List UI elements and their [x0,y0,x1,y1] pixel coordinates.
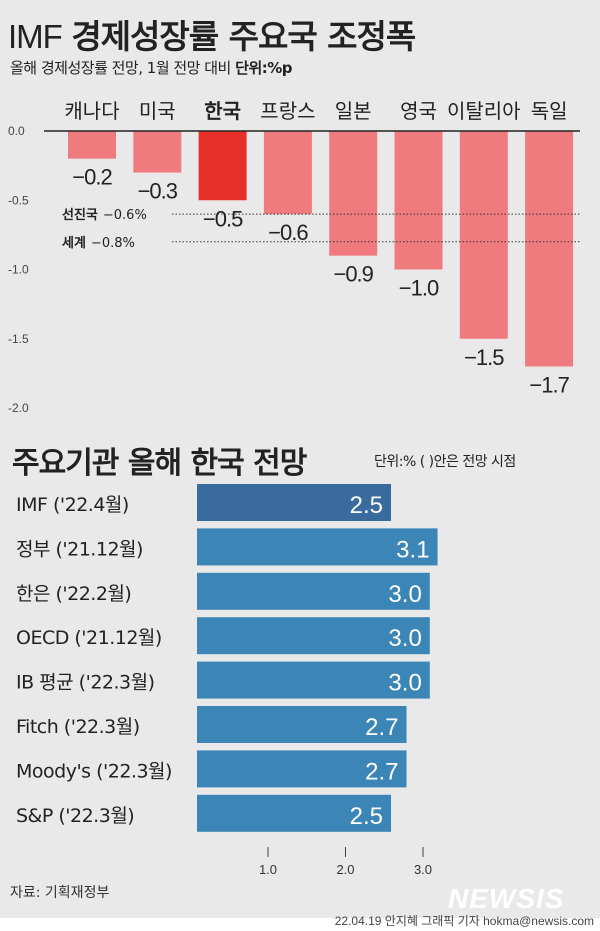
y-tick-label: -2.0 [8,401,29,415]
credit: 22.04.19 안지혜 그래픽 기자 hokma@newsis.com [334,914,594,928]
bar-5 [197,661,430,699]
value-label: −1.0 [399,276,439,301]
value-label: −0.2 [72,165,112,190]
value-label: −1.5 [464,345,504,370]
bar-6 [197,706,407,743]
value-label: −0.3 [138,179,178,204]
category-label: 한국 [204,99,241,123]
value-label: 2.5 [350,803,383,830]
category-label: 정부 ('21.12월) [16,538,143,560]
bar-3 [198,131,247,201]
bar-8 [525,131,574,367]
category-label: 일본 [335,99,372,123]
source: 자료: 기획재정부 [10,885,110,901]
reference-name: 선진국 [62,207,98,223]
subtitle-unit: 단위:%p [235,59,293,77]
value-label: 3.1 [396,536,429,563]
bar-4 [197,617,430,655]
y-tick-label: -1.5 [8,332,29,346]
chart2-title: 주요기관 올해 한국 전망 [12,446,307,481]
category-label: Fitch ('22.3월) [16,716,140,738]
chart-title: IMF 경제성장률 주요국 조정폭 [8,10,416,58]
y-tick-label: 0.0 [8,124,25,138]
bar-4 [263,131,312,215]
x-tick-label: 1.0 [259,862,277,877]
reference-label: 선진국 −0.6% [62,207,147,223]
bar-2 [133,131,182,173]
value-label: 3.0 [388,670,421,697]
category-label: 독일 [531,99,568,123]
bar-1 [197,484,391,521]
value-label: 2.7 [365,714,398,741]
value-label: 3.0 [388,581,421,608]
bar-3 [197,572,430,610]
reference-label: 세계 −0.8% [62,236,135,251]
x-tick-label: 2.0 [336,862,354,877]
value-label: −0.5 [203,206,243,231]
category-label: 한은 ('22.2월) [16,583,131,605]
y-tick-label: -0.5 [8,193,29,207]
value-label: −0.9 [333,262,373,287]
category-label: 캐나다 [64,99,119,123]
category-label: IMF ('22.4월) [16,494,129,516]
y-tick-label: -1.0 [8,263,29,277]
x-tick-label: 3.0 [414,862,432,877]
category-label: IB 평균 ('22.3월) [16,672,155,694]
title-main: 경제성장률 주요국 조정폭 [71,17,416,56]
bar-6 [394,131,443,270]
value-label: −1.7 [529,372,569,397]
reference-name: 세계 [62,236,86,251]
bar-7 [459,131,508,339]
title-prefix: IMF [8,18,63,55]
reference-value: −0.6% [103,208,147,223]
category-label: 미국 [139,99,176,123]
category-label: S&P ('22.3월) [16,805,134,827]
reference-value: −0.8% [91,236,135,251]
category-label: 영국 [400,99,437,123]
value-label: −0.6 [268,220,308,245]
value-label: 3.0 [388,625,421,652]
bar-8 [197,794,391,832]
value-label: 2.7 [365,758,398,785]
category-label: 프랑스 [260,99,315,123]
bar-2 [197,528,438,566]
bar-7 [197,750,407,788]
bar-5 [329,131,378,256]
chart-subtitle: 올해 경제성장률 전망, 1월 전망 대비 단위:%p [10,57,293,78]
category-label: OECD ('21.12월) [16,627,162,649]
chart2-note: 단위:% ( )안은 전망 시점 [374,454,516,470]
subtitle-text: 올해 경제성장률 전망, 1월 전망 대비 [10,59,231,77]
category-label: 이탈리아 [447,99,521,123]
newsis-logo: NEWSIS [448,883,565,914]
category-label: Moody's ('22.3월) [16,760,172,782]
value-label: 2.5 [350,492,383,519]
bar-1 [68,131,116,159]
